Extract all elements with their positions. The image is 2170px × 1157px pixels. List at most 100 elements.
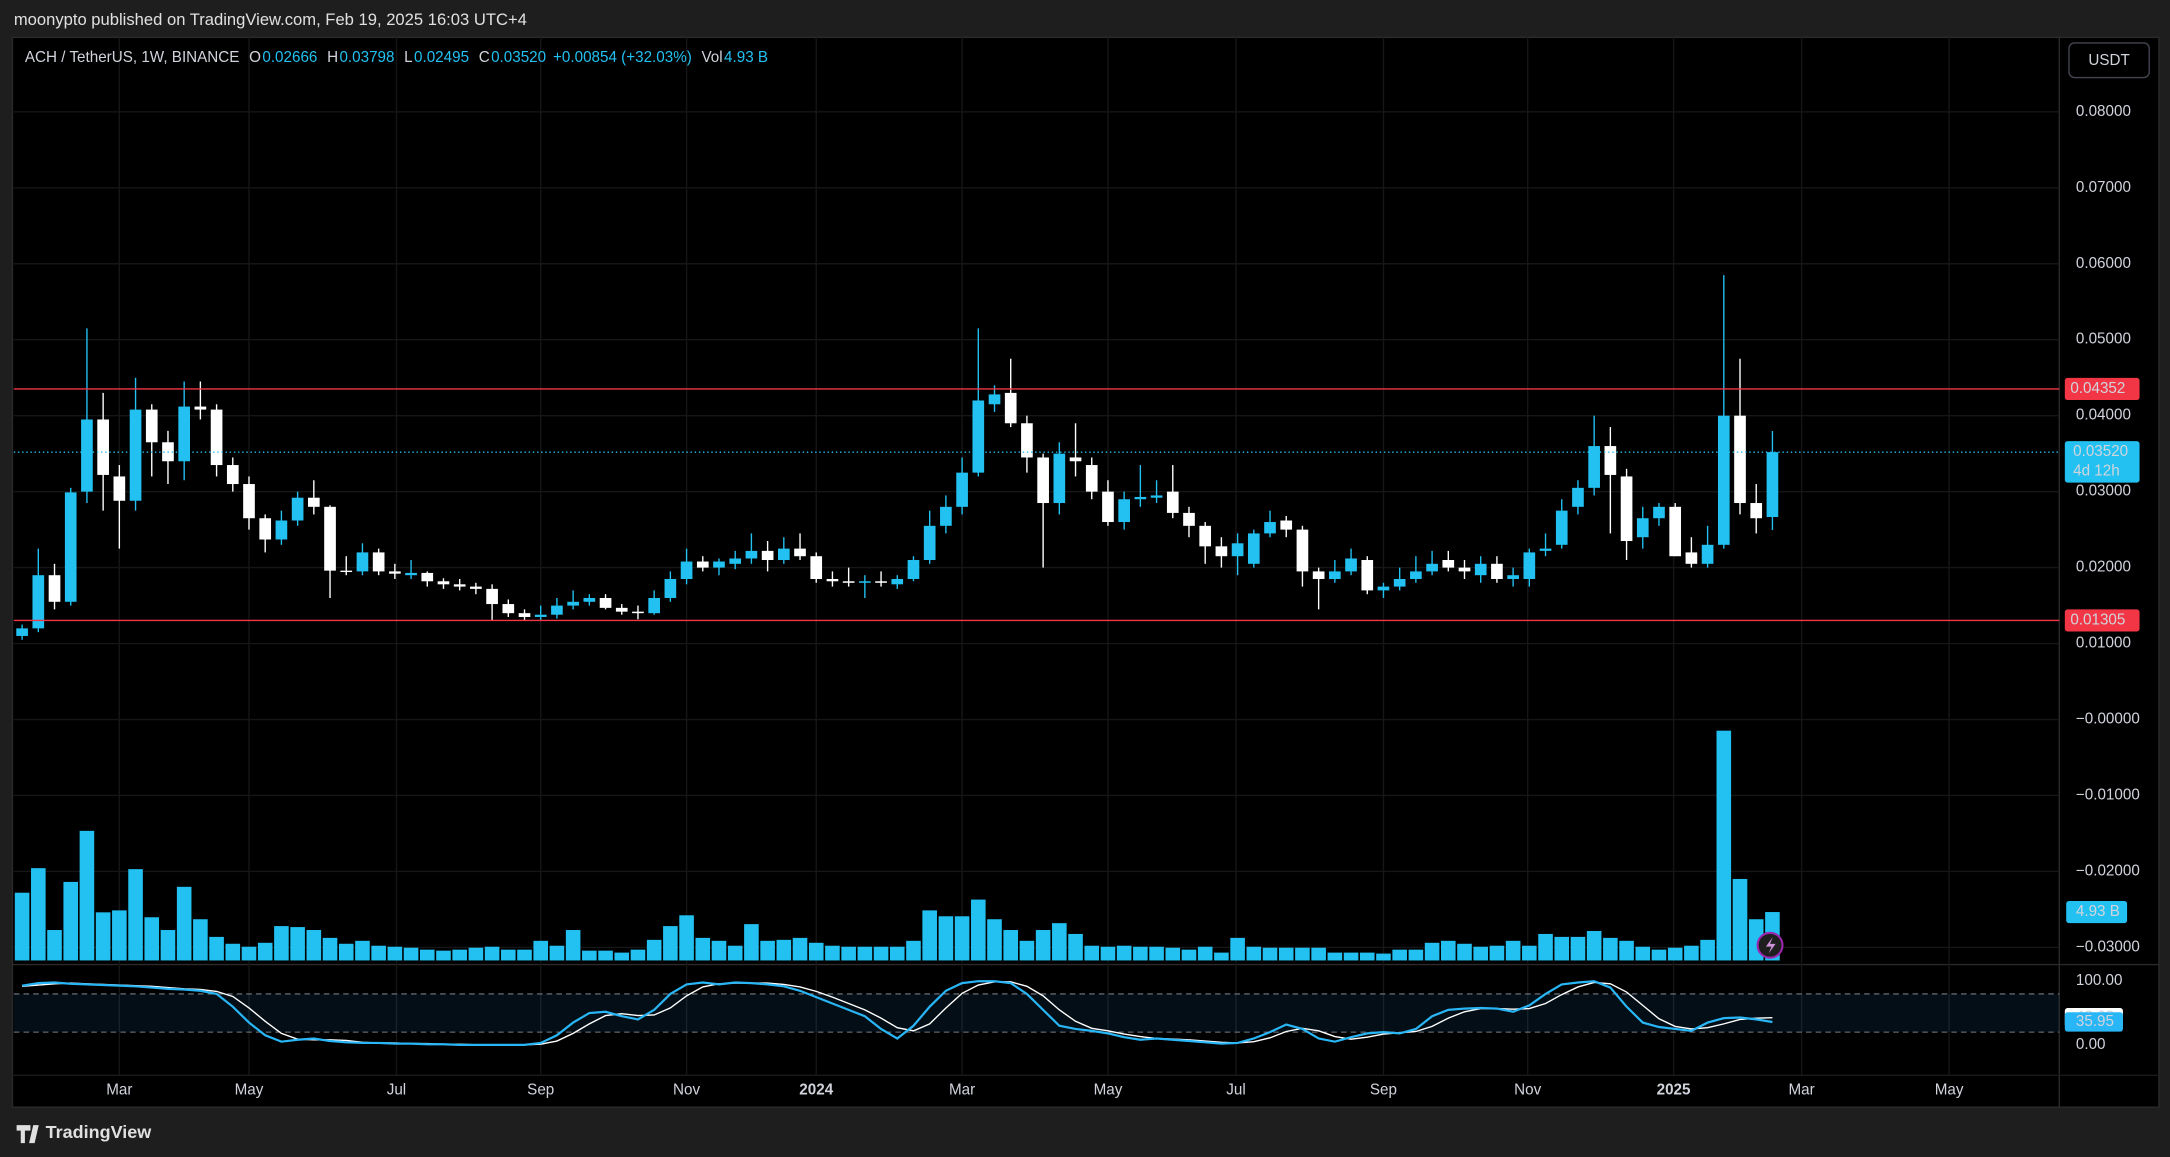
volume-bar <box>47 930 62 961</box>
volume-bar <box>371 945 386 961</box>
volume-bar <box>338 943 354 961</box>
volume-bar <box>306 930 322 961</box>
volume-bar <box>1295 947 1310 961</box>
candle-body <box>1150 495 1163 498</box>
legend-value: 0.02495 <box>414 49 469 66</box>
candle-body <box>1491 563 1503 579</box>
candle-body <box>486 588 498 605</box>
candle-body <box>1166 491 1179 513</box>
candle-body <box>1717 415 1730 545</box>
candle-body <box>64 492 77 602</box>
volume-bar <box>501 949 516 961</box>
volume-bar <box>1165 947 1181 961</box>
volume-bar <box>1052 923 1067 961</box>
volume-bar <box>1003 930 1019 961</box>
volume-bar <box>614 952 630 961</box>
volume-bar <box>436 950 451 961</box>
candle-body <box>599 597 612 608</box>
last-price-label: 0.03520 <box>2073 443 2128 460</box>
legend-change: +0.00854 (+32.03%) <box>553 49 692 66</box>
volume-label-box <box>2066 900 2128 924</box>
volume-bar <box>1214 952 1229 961</box>
candle-body <box>1572 487 1584 507</box>
volume-bar <box>193 919 208 961</box>
legend-key: O <box>249 49 261 66</box>
volume-bar <box>144 917 160 961</box>
candle-body <box>988 394 1001 405</box>
legend-key: L <box>404 49 412 66</box>
candle-body <box>567 601 579 606</box>
volume-bar <box>1084 945 1100 961</box>
volume-bar <box>1522 945 1537 961</box>
publish-header: moonypto published on TradingView.com, F… <box>14 10 527 29</box>
volume-bar <box>31 868 46 961</box>
candle-body <box>777 548 790 561</box>
candle-body <box>1555 510 1568 545</box>
candle-body <box>1361 560 1374 591</box>
volume-bar <box>112 910 127 961</box>
volume-bar <box>1149 946 1164 961</box>
candle-body <box>1085 465 1098 492</box>
currency-button[interactable] <box>2068 42 2150 79</box>
x-tick-label: May <box>1094 1082 1123 1099</box>
volume-bar <box>630 949 646 961</box>
candle-body <box>194 406 207 410</box>
candle-body <box>940 506 952 526</box>
y-tick-label: 0.07000 <box>2076 179 2131 196</box>
x-tick-label: Jul <box>1226 1082 1245 1099</box>
countdown-label: 4d 12h <box>2073 463 2120 480</box>
y-tick-label: 0.02000 <box>2076 559 2131 576</box>
legend-value: 0.03798 <box>339 49 394 66</box>
candle-body <box>1345 558 1357 572</box>
volume-bar <box>1473 946 1488 961</box>
volume-bar <box>63 881 79 961</box>
x-tick-label: May <box>235 1082 264 1099</box>
y-tick-label: −0.01000 <box>2076 787 2140 804</box>
legend-key: C <box>479 49 490 66</box>
candle-body <box>648 597 661 614</box>
candle-body <box>1199 525 1212 547</box>
candle-body <box>1118 499 1130 523</box>
candle-body <box>145 409 158 443</box>
legend-key: Vol <box>702 49 723 66</box>
volume-bar <box>987 919 1002 961</box>
volume-bar <box>1635 946 1651 961</box>
candle-body <box>632 611 644 614</box>
volume-bar <box>1100 946 1116 961</box>
legend-title: ACH / TetherUS, 1W, BINANCE <box>25 49 240 66</box>
volume-bar <box>1684 945 1699 961</box>
volume-bar <box>549 945 565 961</box>
stoch-value-box <box>2064 1012 2123 1032</box>
candle-body <box>1296 529 1309 572</box>
volume-bar <box>290 927 305 961</box>
y-tick-label: 0.05000 <box>2076 331 2131 348</box>
candle-body <box>745 550 758 559</box>
candle-body <box>81 419 93 492</box>
volume-bar <box>517 949 532 961</box>
volume-bar <box>95 912 111 961</box>
x-tick-label: Sep <box>1370 1082 1397 1099</box>
volume-bar <box>1311 947 1326 961</box>
candle-body <box>1701 544 1714 564</box>
candle-body <box>1426 563 1438 572</box>
candle-body <box>1539 548 1552 551</box>
volume-bar <box>1408 949 1424 961</box>
volume-bar <box>1359 952 1375 961</box>
candle-body <box>761 550 774 561</box>
candle-body <box>842 581 855 583</box>
volume-bar <box>322 937 338 961</box>
candle-body <box>1410 571 1422 579</box>
candle-body <box>875 581 887 583</box>
volume-bar <box>857 946 873 961</box>
candle-body <box>1653 506 1665 519</box>
candle-body <box>1004 392 1017 424</box>
volume-bar <box>1197 946 1213 961</box>
legend-key: H <box>327 49 338 66</box>
volume-bar <box>484 946 500 961</box>
candle-body <box>291 497 304 521</box>
candle-body <box>1183 512 1195 526</box>
candle-body <box>275 520 288 540</box>
candle-body <box>1377 586 1390 591</box>
volume-bar <box>582 950 597 961</box>
